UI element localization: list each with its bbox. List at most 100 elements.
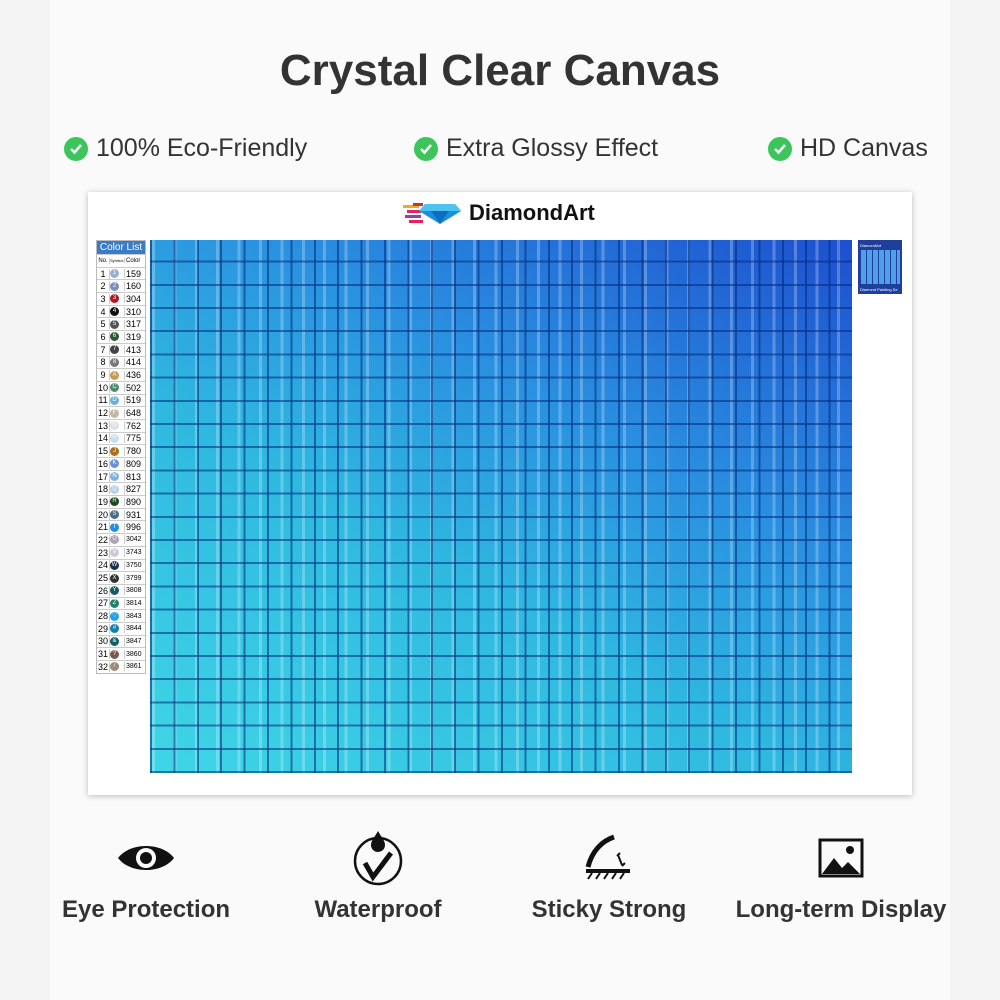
symbol-badge: C bbox=[110, 383, 119, 393]
color-list-row: 21 T 996 bbox=[97, 520, 145, 533]
row-color-code: 519 bbox=[126, 395, 142, 406]
row-symbol: ? bbox=[110, 649, 125, 659]
symbol-badge: Z bbox=[110, 598, 119, 608]
row-symbol: U bbox=[110, 535, 125, 545]
row-number: 7 bbox=[97, 344, 110, 355]
symbol-badge: & bbox=[110, 636, 119, 646]
thumb-grid bbox=[860, 250, 900, 284]
row-symbol: A bbox=[110, 370, 125, 380]
symbol-badge: 6 bbox=[110, 332, 119, 342]
thumb-brand: DiamondArt bbox=[860, 243, 882, 248]
color-list-row: 28 ♡ 3843 bbox=[97, 609, 145, 622]
benefit-sticky-strong: Sticky Strong bbox=[489, 828, 729, 924]
row-number: 10 bbox=[97, 382, 110, 393]
thumb-caption: Diamond Painting Se bbox=[860, 287, 898, 292]
color-list-title: Color List bbox=[97, 241, 145, 254]
row-symbol: 2 bbox=[110, 281, 125, 291]
row-number: 26 bbox=[97, 585, 110, 596]
symbol-badge: U bbox=[110, 535, 119, 545]
feature-eco-friendly: 100% Eco-Friendly bbox=[64, 134, 307, 163]
row-symbol: # bbox=[110, 624, 125, 634]
symbol-badge: 5 bbox=[110, 319, 119, 329]
diamond-logo-icon bbox=[403, 203, 461, 224]
symbol-badge: D bbox=[110, 395, 119, 405]
benefit-eye-protection: Eye Protection bbox=[26, 828, 266, 924]
symbol-badge: A bbox=[110, 370, 119, 380]
row-number: 1 bbox=[97, 268, 110, 279]
row-number: 20 bbox=[97, 509, 110, 520]
color-list-row: 25 X 3799 bbox=[97, 571, 145, 584]
symbol-badge: 2 bbox=[110, 281, 119, 291]
color-list-row: 11 D 519 bbox=[97, 393, 145, 407]
row-symbol: J bbox=[110, 446, 125, 456]
color-list-row: 23 V 3743 bbox=[97, 545, 145, 559]
symbol-badge: S bbox=[110, 510, 119, 520]
row-color-code: 317 bbox=[126, 319, 142, 330]
row-color-code: 3808 bbox=[126, 587, 142, 595]
symbol-badge: F bbox=[110, 408, 119, 418]
row-color-code: 809 bbox=[126, 458, 142, 469]
row-color-code: 414 bbox=[126, 357, 142, 368]
row-color-code: 648 bbox=[126, 408, 142, 419]
row-color-code: 3743 bbox=[126, 549, 142, 557]
row-number: 17 bbox=[97, 471, 110, 482]
benefit-label: Sticky Strong bbox=[531, 896, 687, 923]
row-number: 12 bbox=[97, 408, 110, 419]
row-number: 5 bbox=[97, 319, 110, 330]
page-title: Crystal Clear Canvas bbox=[279, 46, 721, 95]
row-color-code: 780 bbox=[126, 446, 142, 457]
row-symbol: 5 bbox=[110, 319, 125, 329]
row-color-code: 3843 bbox=[126, 612, 142, 620]
row-color-code: 160 bbox=[126, 281, 142, 292]
row-symbol: 1 bbox=[110, 269, 125, 279]
row-number: 13 bbox=[97, 420, 110, 431]
row-symbol: 7 bbox=[110, 345, 125, 355]
header-no: No. bbox=[97, 257, 110, 264]
symbol-badge: 3 bbox=[110, 294, 119, 304]
feature-label: 100% Eco-Friendly bbox=[96, 134, 308, 162]
row-color-code: 931 bbox=[126, 509, 142, 520]
row-number: 2 bbox=[97, 281, 110, 292]
canvas-preview-card: DiamondArt Color List No. Symbol Color 1… bbox=[88, 192, 912, 795]
row-symbol: Q bbox=[110, 484, 125, 494]
row-color-code: 3814 bbox=[126, 599, 142, 607]
color-list-row: 3 3 304 bbox=[97, 292, 145, 305]
row-number: 24 bbox=[97, 560, 110, 571]
row-color-code: 304 bbox=[126, 293, 142, 304]
row-symbol: S bbox=[110, 510, 125, 520]
check-circle-icon bbox=[768, 136, 792, 161]
row-number: 4 bbox=[97, 306, 110, 317]
symbol-badge: R bbox=[110, 497, 119, 507]
row-number: 15 bbox=[97, 446, 110, 457]
row-number: 29 bbox=[97, 623, 110, 634]
check-circle-icon bbox=[64, 136, 88, 161]
row-color-code: 3844 bbox=[126, 625, 142, 633]
row-color-code: 890 bbox=[126, 496, 142, 507]
color-list-row: 27 Z 3814 bbox=[97, 596, 145, 610]
color-list-row: 31? 3860 bbox=[97, 647, 145, 660]
row-number: 19 bbox=[97, 496, 110, 507]
row-number: 21 bbox=[97, 522, 110, 533]
symbol-badge: / bbox=[110, 662, 119, 672]
row-symbol: V bbox=[110, 548, 125, 558]
brand-logo: DiamondArt bbox=[403, 200, 595, 226]
row-color-code: 310 bbox=[126, 306, 142, 317]
row-number: 25 bbox=[97, 573, 110, 584]
row-symbol: T bbox=[110, 522, 125, 532]
color-list-header: No. Symbol Color bbox=[97, 254, 145, 267]
row-number: 8 bbox=[97, 357, 110, 368]
row-color-code: 319 bbox=[126, 331, 142, 342]
row-number: 27 bbox=[97, 598, 110, 609]
benefit-label: Long-term Display bbox=[735, 896, 947, 923]
brand-name: DiamondArt bbox=[469, 200, 595, 225]
color-list-row: 10 C 502 bbox=[97, 380, 145, 394]
row-number: 18 bbox=[97, 484, 110, 495]
row-color-code: 775 bbox=[126, 433, 142, 444]
symbol-badge: N bbox=[110, 472, 119, 482]
symbol-badge: K bbox=[110, 459, 119, 469]
row-symbol: X bbox=[110, 573, 125, 583]
row-color-code: 3847 bbox=[126, 637, 142, 645]
row-color-code: 436 bbox=[126, 370, 142, 381]
row-symbol: C bbox=[110, 383, 125, 393]
symbol-badge: Y bbox=[110, 586, 119, 596]
